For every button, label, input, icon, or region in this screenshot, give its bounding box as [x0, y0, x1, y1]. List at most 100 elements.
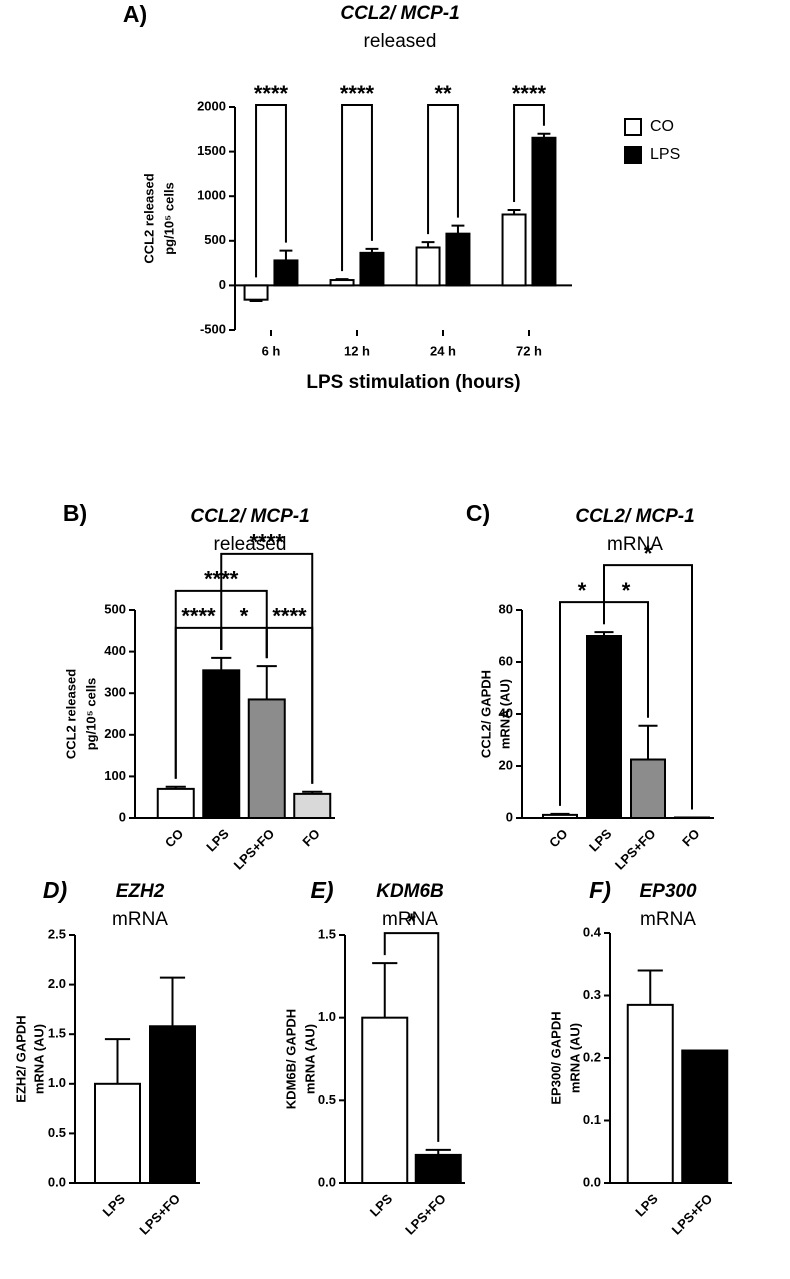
significance-bracket	[383, 932, 440, 1142]
panel-label: F)	[589, 877, 611, 903]
y-axis-label: mRNA (AU)	[497, 679, 512, 749]
bar	[243, 284, 269, 301]
y-tick-label: 0.2	[583, 1049, 601, 1064]
y-tick-label: 0.4	[583, 924, 602, 939]
bar	[94, 1082, 141, 1185]
chart-title: CCL2/ MCP-1	[190, 506, 309, 527]
error-bar	[256, 665, 277, 700]
bar	[156, 787, 195, 820]
x-tick-label: LPS+FO	[136, 1191, 183, 1238]
y-axis-label: EZH2/ GAPDH	[13, 1015, 28, 1102]
error-bar	[211, 656, 232, 671]
y-tick-label: 0	[219, 277, 226, 292]
y-tick-label: 0.1	[583, 1112, 601, 1127]
chart-title: EZH2	[116, 881, 165, 902]
y-tick-label: 1000	[197, 188, 226, 203]
x-tick-label: LPS+FO	[402, 1191, 449, 1238]
chart-title: EP300	[639, 881, 696, 902]
y-tick-label: 2.0	[48, 976, 66, 991]
error-bar	[425, 1148, 451, 1155]
legend-swatch	[624, 146, 642, 164]
y-tick-label: 1.0	[318, 1009, 336, 1024]
significance-label: ****	[272, 604, 307, 629]
significance-label: ****	[254, 81, 289, 106]
significance-label: *	[644, 541, 653, 566]
x-tick-label: LPS	[367, 1191, 396, 1220]
x-tick-label: LPS	[100, 1191, 129, 1220]
x-tick-label: LPS	[203, 826, 232, 855]
y-axis-label: mRNA (AU)	[302, 1024, 317, 1094]
bar	[149, 1025, 196, 1185]
bar	[626, 1003, 674, 1184]
y-tick-label: 2000	[197, 98, 226, 113]
panel-label: E)	[311, 877, 334, 903]
significance-bracket	[255, 104, 287, 278]
y-axis-label: mRNA (AU)	[31, 1024, 46, 1094]
chart-subtitle: mRNA	[640, 909, 696, 930]
bar	[414, 1153, 462, 1184]
bar	[247, 698, 286, 819]
x-tick-label: LPS+FO	[612, 826, 659, 873]
y-tick-label: -500	[200, 321, 226, 336]
y-tick-label: 1.5	[318, 926, 336, 941]
chart-title: KDM6B	[376, 881, 444, 902]
y-tick-label: 0.3	[583, 987, 601, 1002]
bar	[361, 1016, 409, 1185]
x-tick-label: CO	[546, 826, 570, 850]
significance-label: *	[240, 604, 249, 629]
significance-bracket	[341, 104, 373, 272]
panel-label: C)	[466, 500, 490, 526]
bar	[415, 246, 441, 287]
y-tick-label: 0.0	[318, 1174, 336, 1189]
significance-label: ****	[340, 81, 375, 106]
bar	[501, 213, 527, 287]
legend-label: CO	[650, 118, 674, 135]
legend-label: LPS	[650, 146, 680, 163]
chart-subtitle: mRNA	[607, 534, 663, 555]
legend-swatch	[624, 118, 642, 136]
error-bar	[638, 724, 658, 760]
y-tick-label: 0.5	[48, 1125, 66, 1140]
y-tick-label: 500	[104, 601, 126, 616]
y-tick-label: 20	[499, 757, 513, 772]
x-tick-label: LPS+FO	[231, 826, 278, 873]
x-tick-label: FO	[299, 826, 322, 849]
significance-bracket	[603, 564, 693, 810]
error-bar	[302, 790, 323, 794]
y-axis-label: EP300/ GAPDH	[548, 1011, 563, 1104]
chart-subtitle: mRNA	[382, 909, 438, 930]
y-axis-label: KDM6B/ GAPDH	[283, 1009, 298, 1109]
x-tick-label: 24 h	[430, 343, 456, 358]
error-bar	[249, 299, 263, 303]
y-tick-label: 400	[104, 643, 126, 658]
significance-label: *	[622, 578, 631, 603]
significance-bracket	[427, 104, 459, 235]
bar	[273, 259, 299, 287]
y-tick-label: 1.5	[48, 1026, 66, 1041]
error-bar	[335, 278, 349, 281]
significance-label: **	[434, 81, 452, 106]
error-bar	[372, 962, 398, 1018]
error-bar	[365, 247, 379, 253]
panel-label: A)	[123, 1, 147, 27]
y-tick-label: 0.0	[48, 1174, 66, 1189]
y-tick-label: 2.5	[48, 926, 66, 941]
bar	[681, 1049, 729, 1184]
error-bar	[421, 241, 435, 248]
error-bar	[594, 631, 614, 636]
y-axis-label: pg/10⁵ cells	[83, 678, 98, 751]
y-tick-label: 1500	[197, 143, 226, 158]
significance-label: ****	[250, 530, 285, 555]
panel-label: D)	[43, 877, 67, 903]
bar	[445, 232, 471, 287]
y-axis-label: CCL2/ GAPDH	[478, 670, 493, 758]
significance-bracket	[220, 552, 314, 784]
y-axis-label: mRNA (AU)	[567, 1023, 582, 1093]
error-bar	[279, 249, 293, 261]
y-tick-label: 0.0	[583, 1174, 601, 1189]
bar	[293, 792, 332, 820]
chart-title: CCL2/ MCP-1	[340, 3, 459, 24]
significance-bracket	[220, 626, 268, 659]
bar	[542, 813, 578, 820]
